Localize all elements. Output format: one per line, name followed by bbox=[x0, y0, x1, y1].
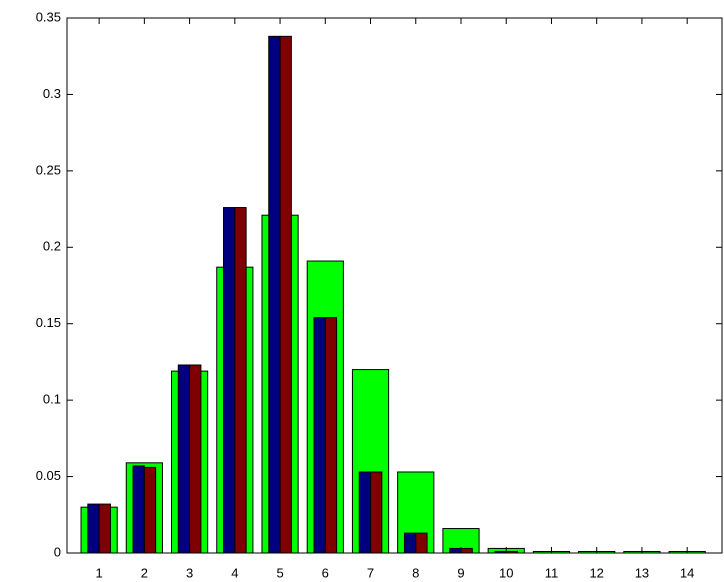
x-tick-label: 11 bbox=[545, 565, 559, 580]
bar bbox=[189, 364, 202, 554]
bar bbox=[223, 207, 236, 554]
bar bbox=[324, 317, 338, 554]
bar bbox=[403, 532, 417, 554]
bar bbox=[268, 35, 281, 554]
bar bbox=[449, 547, 462, 554]
bar bbox=[87, 503, 100, 554]
y-tick-label: 0 bbox=[54, 544, 61, 559]
bar bbox=[132, 465, 145, 554]
x-tick-label: 1 bbox=[95, 565, 102, 580]
bar bbox=[177, 364, 191, 554]
bar bbox=[143, 466, 157, 554]
y-tick-label: 0.25 bbox=[36, 162, 61, 177]
x-tick-label: 12 bbox=[589, 565, 603, 580]
x-tick-label: 4 bbox=[231, 565, 238, 580]
y-tick-label: 0.15 bbox=[36, 315, 61, 330]
bar bbox=[415, 532, 428, 554]
y-tick-label: 0.35 bbox=[36, 9, 61, 24]
y-tick-label: 0.1 bbox=[43, 392, 61, 407]
x-tick-label: 10 bbox=[499, 565, 513, 580]
x-tick-label: 5 bbox=[276, 565, 283, 580]
bar bbox=[234, 207, 247, 554]
bar bbox=[98, 503, 111, 554]
y-tick-label: 0.2 bbox=[43, 239, 61, 254]
x-tick-label: 7 bbox=[367, 565, 374, 580]
x-tick-label: 9 bbox=[457, 565, 464, 580]
plot-frame bbox=[66, 17, 723, 554]
bar bbox=[279, 35, 292, 554]
x-tick-label: 3 bbox=[186, 565, 193, 580]
x-tick-label: 6 bbox=[322, 565, 329, 580]
x-tick-label: 2 bbox=[141, 565, 148, 580]
y-tick-label: 0.3 bbox=[43, 86, 61, 101]
y-tick-label: 0.05 bbox=[36, 468, 61, 483]
x-tick-label: 14 bbox=[680, 565, 694, 580]
bar bbox=[313, 317, 326, 554]
bar bbox=[460, 547, 473, 554]
bar bbox=[370, 471, 383, 554]
x-tick-label: 13 bbox=[635, 565, 649, 580]
x-tick-label: 8 bbox=[412, 565, 419, 580]
bar bbox=[358, 471, 372, 554]
